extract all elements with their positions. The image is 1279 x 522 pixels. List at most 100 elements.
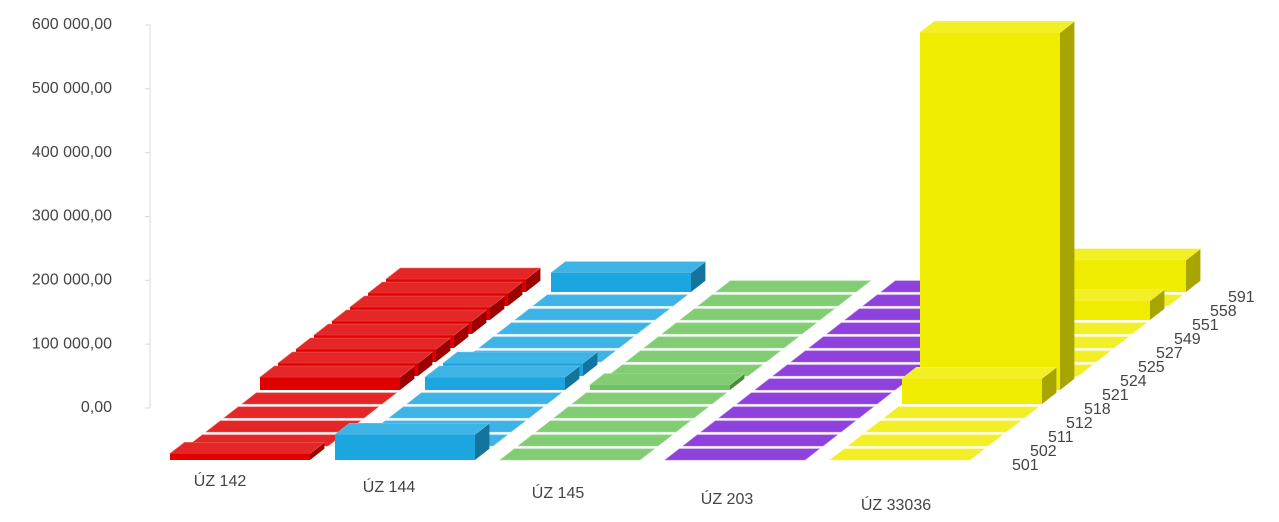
y-tick-label: 100 000,00 <box>32 335 112 352</box>
bar <box>715 280 872 293</box>
bar-side <box>310 442 325 460</box>
bar <box>334 422 491 460</box>
x-tick-label: ÚZ 203 <box>701 489 754 508</box>
depth-tick-label: 549 <box>1174 331 1201 348</box>
bar <box>883 406 1040 419</box>
bar <box>478 336 635 349</box>
bar <box>589 373 746 390</box>
bar <box>517 434 674 447</box>
bar-top <box>715 280 872 293</box>
bar-side <box>730 373 745 390</box>
bar-top <box>169 442 326 454</box>
bar <box>424 365 581 390</box>
bar-top <box>643 336 800 349</box>
y-tick-label: 500 000,00 <box>32 80 112 97</box>
bar-side <box>490 296 505 320</box>
bar-top <box>772 364 929 377</box>
bar <box>865 420 1022 433</box>
bar <box>736 392 893 405</box>
bar-top <box>625 350 782 363</box>
bar <box>847 434 1004 447</box>
bar-top <box>697 294 854 307</box>
bar-top <box>313 323 470 336</box>
bar-top <box>718 406 875 419</box>
bar-side <box>565 366 580 390</box>
bar <box>496 322 653 335</box>
bar-side <box>472 310 487 334</box>
bar-top <box>241 392 398 405</box>
bar-top <box>661 322 818 335</box>
bar-top <box>550 261 707 274</box>
y-tick-label: 0,00 <box>81 399 112 416</box>
bar <box>697 294 854 307</box>
bar-side <box>508 282 523 306</box>
bar-top <box>589 373 746 386</box>
bar-side <box>418 352 433 376</box>
depth-tick-label: 525 <box>1138 359 1165 376</box>
bar-top <box>277 351 434 364</box>
bar-top <box>736 392 893 405</box>
bar-top <box>571 392 728 405</box>
bar-top <box>532 294 689 307</box>
bar <box>772 364 929 377</box>
bar <box>169 442 326 460</box>
depth-tick-label: 518 <box>1084 401 1111 418</box>
bar-top <box>367 281 524 294</box>
bar <box>682 434 839 447</box>
bar-side <box>526 268 541 292</box>
bar-top <box>496 322 653 335</box>
bar-top <box>682 434 839 447</box>
bar <box>571 392 728 405</box>
bar-top <box>553 406 710 419</box>
bar-side <box>1042 367 1057 404</box>
bar <box>901 366 1058 404</box>
bar-side <box>1150 289 1165 320</box>
bar <box>679 308 836 321</box>
bar-top <box>385 267 542 280</box>
bar-top <box>478 336 635 349</box>
bar <box>388 406 545 419</box>
depth-tick-label: 521 <box>1102 387 1129 404</box>
y-tick-label: 600 000,00 <box>32 16 112 33</box>
y-tick-label: 300 000,00 <box>32 208 112 225</box>
bar <box>499 448 656 461</box>
bar-top <box>847 434 1004 447</box>
depth-tick-label: 551 <box>1192 317 1219 334</box>
bar <box>514 308 671 321</box>
bar-side <box>1186 248 1201 292</box>
bar <box>625 350 782 363</box>
bar-top <box>517 434 674 447</box>
bar-top <box>535 420 692 433</box>
bar-top <box>700 420 857 433</box>
bar <box>241 392 398 405</box>
depth-tick-label: 591 <box>1228 289 1255 306</box>
depth-tick-label: 512 <box>1066 415 1093 432</box>
bar <box>661 322 818 335</box>
bar-side <box>1060 21 1075 390</box>
depth-tick-label: 511 <box>1048 429 1074 446</box>
bar <box>406 392 563 405</box>
bar <box>205 420 362 433</box>
depth-tick-label: 527 <box>1156 345 1183 362</box>
bar-front <box>170 453 310 460</box>
x-tick-label: ÚZ 33036 <box>861 495 931 514</box>
bar-top <box>331 309 488 322</box>
bar-front <box>902 378 1042 404</box>
bar <box>643 336 800 349</box>
bar-top <box>406 392 563 405</box>
x-tick-label: ÚZ 144 <box>363 477 416 496</box>
bar-top <box>259 365 416 378</box>
bar-front <box>425 377 565 390</box>
bar-top <box>679 308 836 321</box>
depth-tick-label: 502 <box>1030 443 1057 460</box>
bar-side <box>691 261 706 292</box>
bar-top <box>349 295 506 308</box>
bar <box>700 420 857 433</box>
bar <box>550 261 707 292</box>
bar-side <box>583 352 598 376</box>
bar <box>532 294 689 307</box>
bar-front <box>590 384 730 390</box>
y-tick-label: 200 000,00 <box>32 272 112 289</box>
bar-top <box>883 406 1040 419</box>
bar-side <box>400 366 415 390</box>
